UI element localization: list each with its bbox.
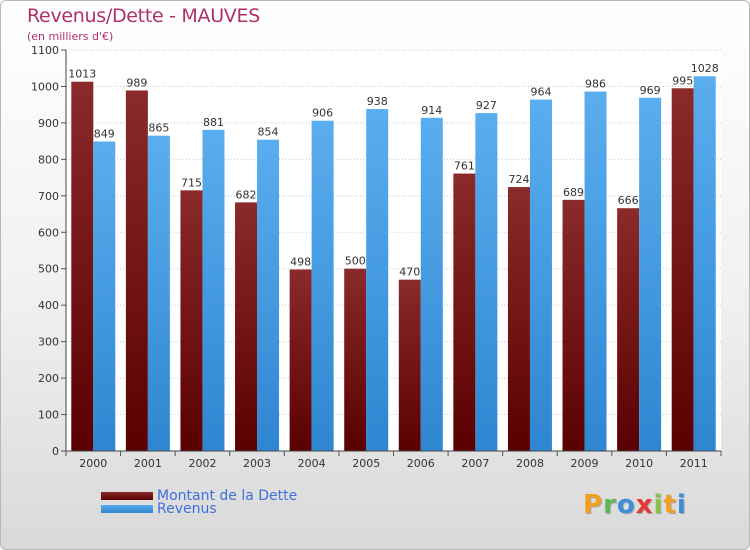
data-labels: 1013 849 989 865 715 881 682 854 498 906 500 938 470… <box>68 62 718 278</box>
bar-revenus <box>366 109 389 451</box>
data-label-dette: 689 <box>563 186 584 199</box>
logo-letter: i <box>676 490 687 520</box>
bar-revenus <box>639 97 662 451</box>
y-tick-label: 800 <box>38 153 59 166</box>
bars <box>71 76 716 452</box>
data-label-dette: 500 <box>345 255 366 268</box>
bar-revenus <box>420 117 443 452</box>
data-label-revenus: 854 <box>258 126 279 139</box>
y-tick-label: 700 <box>38 190 59 203</box>
data-label-dette: 498 <box>290 255 311 268</box>
x-tick-label: 2000 <box>79 457 107 470</box>
logo-letter: t <box>663 490 677 520</box>
x-tick-label: 2004 <box>298 457 326 470</box>
bar-revenus <box>257 139 280 452</box>
bar-revenus <box>584 91 607 452</box>
bar-revenus <box>202 129 225 451</box>
logo-letter: P <box>583 490 604 520</box>
data-label-dette: 995 <box>672 74 693 87</box>
y-tick-label: 100 <box>38 409 59 422</box>
logo-letter: x <box>635 490 654 520</box>
data-label-dette: 724 <box>508 173 529 186</box>
data-label-dette: 715 <box>181 176 202 189</box>
bar-dette <box>344 268 367 451</box>
x-tick-label: 2011 <box>680 457 708 470</box>
y-tick-label: 900 <box>38 117 59 130</box>
logo-letter: r <box>603 490 617 520</box>
logo-letter: i <box>653 490 664 520</box>
legend-swatch-revenus <box>101 505 153 513</box>
bar-revenus <box>147 135 170 451</box>
data-label-revenus: 969 <box>640 84 661 97</box>
logo-letter: o <box>616 490 636 520</box>
bar-dette <box>180 190 203 451</box>
bar-revenus <box>311 120 334 452</box>
x-tick-label: 2009 <box>571 457 599 470</box>
x-tick-label: 2005 <box>352 457 380 470</box>
legend-label-dette: Montant de la Dette <box>157 488 298 504</box>
x-tick-label: 2002 <box>188 457 216 470</box>
y-tick-label: 1100 <box>31 44 59 57</box>
data-label-revenus: 865 <box>148 122 169 135</box>
legend-swatch-dette <box>101 492 153 500</box>
bar-revenus <box>475 113 498 452</box>
proxiti-logo: Proxiti <box>583 490 687 520</box>
data-label-revenus: 927 <box>476 99 497 112</box>
bar-dette <box>507 187 530 451</box>
data-label-revenus: 906 <box>312 107 333 120</box>
y-tick-label: 300 <box>38 336 59 349</box>
x-tick-label: 2001 <box>134 457 162 470</box>
data-label-dette: 761 <box>454 160 475 173</box>
bar-dette <box>617 208 640 451</box>
data-label-revenus: 986 <box>585 78 606 91</box>
bar-dette <box>125 90 148 452</box>
y-tick-label: 400 <box>38 299 59 312</box>
axes: 0 100 200 300 400 500 600 700 800 900 1000 1100 2000… <box>31 44 722 470</box>
data-label-dette: 989 <box>126 76 147 89</box>
bar-dette <box>671 88 694 451</box>
data-label-dette: 682 <box>236 188 257 201</box>
bar-revenus <box>93 141 116 451</box>
data-label-dette: 1013 <box>68 68 96 81</box>
x-tick-label: 2007 <box>461 457 489 470</box>
legend-label-revenus: Revenus <box>157 501 217 517</box>
data-label-revenus: 914 <box>421 104 442 117</box>
bar-revenus <box>693 76 716 451</box>
y-tick-label: 1000 <box>31 80 59 93</box>
x-tick-label: 2003 <box>243 457 271 470</box>
x-tick-label: 2006 <box>407 457 435 470</box>
data-label-dette: 470 <box>399 266 420 279</box>
grid-lines <box>66 49 721 452</box>
bar-dette <box>453 173 476 451</box>
y-tick-label: 200 <box>38 372 59 385</box>
chart-subtitle: (en milliers d'€) <box>27 30 114 43</box>
bar-dette <box>289 269 312 451</box>
bar-dette <box>562 199 585 451</box>
data-label-revenus: 964 <box>530 86 551 99</box>
y-tick-label: 600 <box>38 226 59 239</box>
x-tick-label: 2008 <box>516 457 544 470</box>
data-label-revenus: 881 <box>203 116 224 129</box>
bar-revenus <box>529 99 552 451</box>
data-label-revenus: 849 <box>94 128 115 141</box>
data-label-revenus: 1028 <box>691 62 719 75</box>
y-tick-label: 0 <box>52 445 59 458</box>
chart-title: Revenus/Dette - MAUVES <box>27 5 260 27</box>
plot-area <box>66 50 721 451</box>
x-tick-label: 2010 <box>625 457 653 470</box>
bar-dette <box>398 279 421 451</box>
y-tick-label: 500 <box>38 263 59 276</box>
data-label-dette: 666 <box>618 194 639 207</box>
bar-dette <box>235 202 258 451</box>
data-label-revenus: 938 <box>367 95 388 108</box>
bar-dette <box>71 81 94 451</box>
